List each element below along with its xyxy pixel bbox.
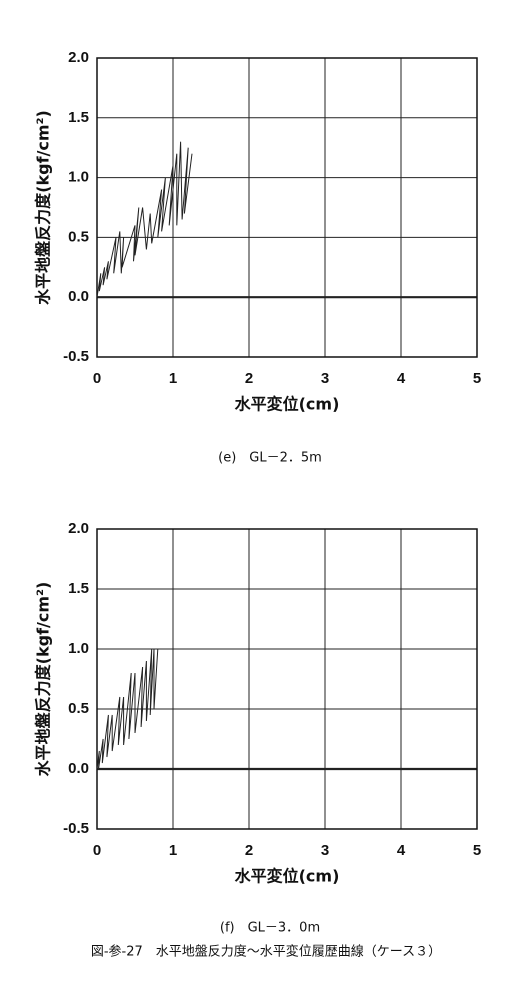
x-axis-label: 水平変位(cm): [235, 867, 340, 886]
x-tick-label: 4: [397, 842, 406, 859]
x-tick-label: 0: [93, 842, 101, 859]
y-tick-label: 0.0: [68, 760, 89, 777]
x-tick-label: 2: [245, 842, 253, 859]
y-tick-label: 2.0: [68, 520, 89, 537]
y-axis-label: 水平地盤反力度(kgf/cm²): [34, 110, 53, 305]
y-tick-label: 1.5: [68, 109, 89, 126]
y-axis-label: 水平地盤反力度(kgf/cm²): [34, 582, 53, 777]
y-tick-label: -0.5: [63, 820, 89, 837]
y-tick-label: 2.0: [68, 49, 89, 66]
x-tick-label: 5: [473, 842, 481, 859]
y-tick-label: 0.5: [68, 228, 89, 245]
y-tick-label: 0.0: [68, 288, 89, 305]
x-tick-label: 1: [169, 842, 177, 859]
figure-caption: 図-参-27 水平地盤反力度～水平変位履歴曲線（ケース３）: [91, 944, 441, 960]
x-tick-label: 4: [397, 370, 406, 387]
x-tick-label: 3: [321, 370, 329, 387]
data-line: [96, 141, 193, 298]
y-tick-label: 1.5: [68, 580, 89, 597]
plot-frame: [96, 57, 478, 358]
y-tick-label: 1.0: [68, 169, 89, 186]
chart-title: (e) GL－2．5m: [218, 451, 322, 466]
x-tick-label: 3: [321, 842, 329, 859]
x-tick-label: 0: [93, 370, 101, 387]
plot-frame: [96, 528, 478, 830]
y-tick-label: -0.5: [63, 348, 89, 365]
data-line: [96, 648, 159, 770]
y-tick-label: 1.0: [68, 640, 89, 657]
x-tick-label: 1: [169, 370, 177, 387]
chart-title: (f) GL－3．0m: [220, 921, 320, 936]
y-tick-label: 0.5: [68, 700, 89, 717]
x-tick-label: 2: [245, 370, 253, 387]
x-axis-label: 水平変位(cm): [235, 395, 340, 414]
x-tick-label: 5: [473, 370, 481, 387]
